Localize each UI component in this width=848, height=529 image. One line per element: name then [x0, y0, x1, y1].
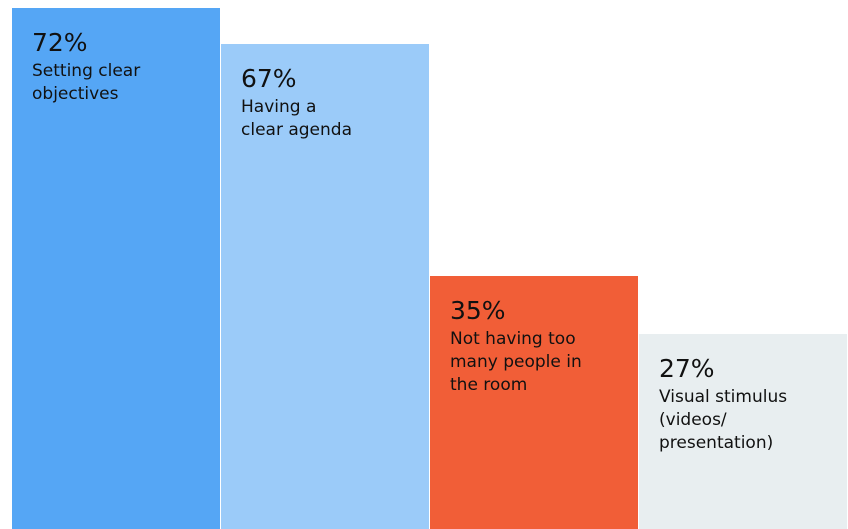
bar-value-label: 72% [32, 28, 88, 57]
bar-text: 27% Visual stimulus (videos/ presentation… [659, 354, 841, 455]
bar-3: 35% Not having too many people in the roo… [430, 275, 638, 529]
bar-value-label: 35% [450, 295, 506, 325]
bar-category-label: Not having too many people in the room [450, 328, 582, 395]
bar-category-label: Visual stimulus (videos/ presentation) [659, 386, 788, 453]
bar-category-label: Having a clear agenda [241, 97, 352, 141]
bar-category-label: Setting clear objectives [32, 61, 141, 104]
bar-text: 72% Setting clear objectives [32, 28, 214, 106]
bar-4: 27% Visual stimulus (videos/ presentation… [639, 333, 847, 529]
bar-value-label: 27% [659, 353, 715, 383]
bar-value-label: 67% [241, 64, 297, 94]
bar-text: 67% Having a clear agenda [241, 64, 423, 142]
bar-1: 72% Setting clear objectives [12, 8, 220, 529]
bar-2: 67% Having a clear agenda [221, 44, 429, 529]
bar-text: 35% Not having too many people in the roo… [450, 296, 632, 397]
